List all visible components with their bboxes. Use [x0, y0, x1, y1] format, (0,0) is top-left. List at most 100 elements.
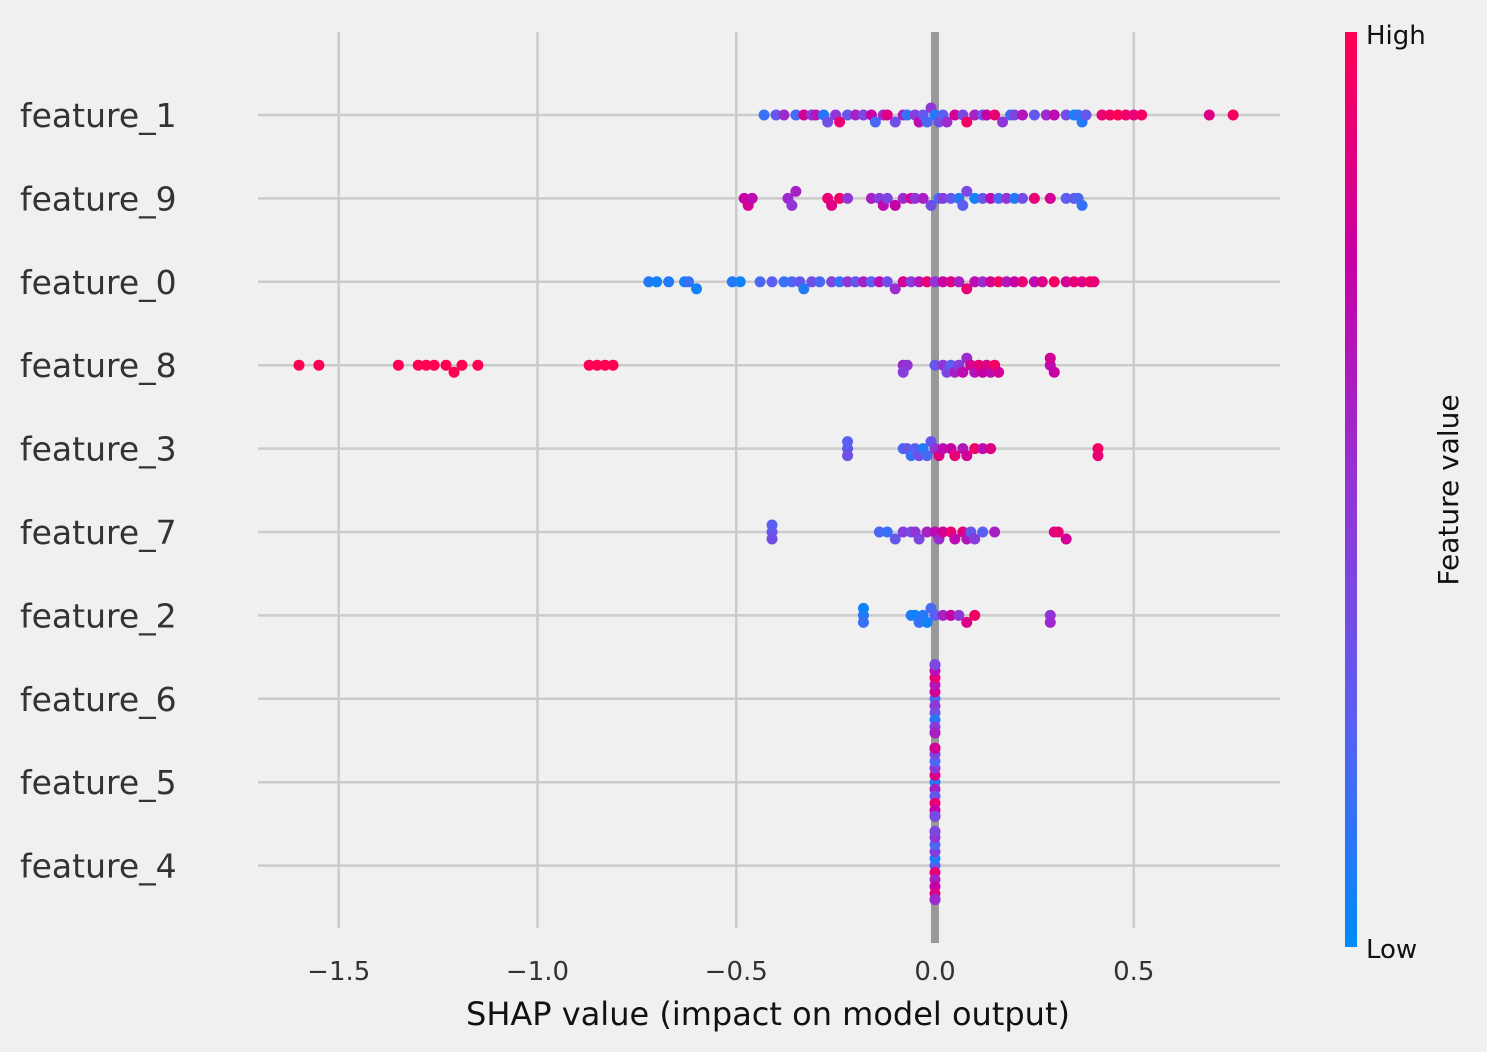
shap-point — [985, 443, 997, 455]
shap-point — [1076, 199, 1088, 211]
shap-point — [663, 276, 675, 288]
shap-point — [313, 359, 325, 371]
shap-point — [1068, 276, 1080, 288]
shap-point — [945, 609, 957, 621]
shap-point — [806, 276, 818, 288]
shap-point — [889, 283, 901, 295]
shap-point — [734, 276, 746, 288]
x-tick-label: −1.5 — [307, 957, 370, 987]
shap-point — [1080, 109, 1092, 121]
shap-point — [1048, 366, 1060, 378]
shap-point — [726, 276, 738, 288]
shap-point — [1040, 109, 1052, 121]
shap-point — [857, 616, 869, 628]
shap-point — [969, 443, 981, 455]
shap-point — [961, 450, 973, 462]
shap-point — [1016, 109, 1028, 121]
shap-point — [810, 109, 822, 121]
shap-point — [921, 616, 933, 628]
feature-label: feature_0 — [20, 263, 177, 302]
shap-point — [834, 116, 846, 128]
shap-point — [977, 276, 989, 288]
shap-point — [945, 192, 957, 204]
shap-point — [420, 359, 432, 371]
shap-point — [472, 359, 484, 371]
shap-point — [921, 450, 933, 462]
shap-point — [989, 526, 1001, 538]
shap-points — [293, 102, 1239, 906]
shap-point — [857, 109, 869, 121]
shap-point — [1120, 109, 1132, 121]
feature-labels: feature_1 feature_9 feature_0 feature_8feat… — [20, 96, 177, 886]
shap-point — [897, 276, 909, 288]
shap-point — [953, 276, 965, 288]
shap-point — [1036, 276, 1048, 288]
shap-point — [1009, 276, 1020, 288]
shap-point — [949, 450, 961, 462]
shap-point — [921, 526, 933, 538]
shap-point — [929, 659, 941, 671]
x-tick-label: 0.5 — [1113, 957, 1154, 987]
shap-point — [1060, 192, 1072, 204]
shap-point — [913, 533, 925, 545]
shap-point — [937, 526, 949, 538]
shap-point — [766, 276, 778, 288]
shap-point — [798, 283, 810, 295]
x-axis-label: SHAP value (impact on model output) — [466, 995, 1070, 1033]
shap-point — [921, 116, 933, 128]
feature-label: feature_2 — [20, 596, 177, 635]
feature-label: feature_7 — [20, 513, 177, 552]
shap-point — [961, 283, 973, 295]
shap-point — [1009, 192, 1020, 204]
feature-label: feature_5 — [20, 763, 177, 802]
shap-point — [981, 109, 993, 121]
shap-point — [969, 276, 981, 288]
shap-point — [1060, 276, 1072, 288]
shap-point — [901, 109, 913, 121]
shap-point — [583, 359, 595, 371]
shap-point — [969, 192, 981, 204]
x-tick-labels: −1.5 −1.0 −0.5 0.0 0.5 — [307, 957, 1154, 987]
shap-point — [929, 810, 941, 822]
shap-point — [1060, 109, 1072, 121]
shap-point — [937, 609, 949, 621]
feature-label: feature_6 — [20, 680, 177, 719]
shap-point — [873, 526, 885, 538]
shap-point — [826, 199, 838, 211]
shap-point — [1096, 109, 1108, 121]
shap-point — [969, 609, 981, 621]
feature-label: feature_9 — [20, 179, 177, 218]
shap-point — [766, 519, 778, 531]
shap-point — [937, 192, 949, 204]
shap-point — [1088, 276, 1100, 288]
shap-point — [691, 283, 702, 295]
shap-point — [857, 602, 869, 614]
shap-point — [842, 192, 854, 204]
shap-point — [1044, 192, 1056, 204]
shap-point — [1076, 276, 1088, 288]
colorbar — [1345, 32, 1357, 947]
shap-point — [412, 359, 424, 371]
shap-point — [683, 276, 695, 288]
shap-point — [993, 192, 1005, 204]
shap-point — [857, 276, 869, 288]
feature-label: feature_8 — [20, 346, 177, 385]
shap-point — [1001, 276, 1013, 288]
shap-point — [754, 276, 766, 288]
colorbar-low-label: Low — [1366, 935, 1417, 965]
shap-point — [969, 533, 981, 545]
shap-point — [778, 276, 790, 288]
shap-point — [842, 276, 854, 288]
shap-point — [889, 533, 901, 545]
shap-point — [945, 276, 957, 288]
horizontal-gridlines — [258, 113, 1280, 867]
shap-point — [873, 276, 885, 288]
shap-point — [786, 276, 798, 288]
shap-point — [842, 109, 854, 121]
shap-point — [1001, 192, 1013, 204]
shap-point — [1044, 352, 1056, 364]
shap-point — [607, 359, 619, 371]
shap-point — [842, 450, 854, 462]
shap-point — [961, 616, 973, 628]
